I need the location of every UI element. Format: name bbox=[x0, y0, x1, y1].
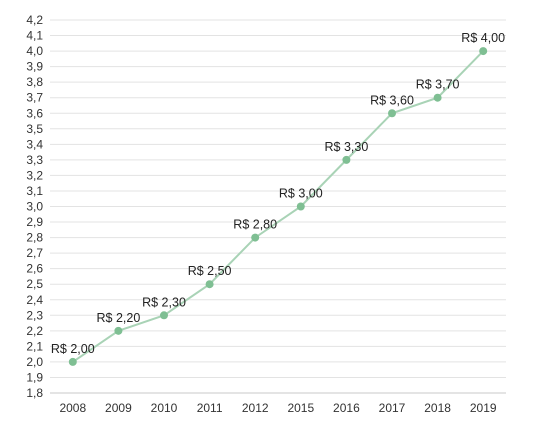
x-tick-label: 2008 bbox=[59, 401, 86, 415]
y-tick-label: 2,0 bbox=[26, 355, 43, 369]
x-tick-label: 2016 bbox=[333, 401, 360, 415]
series-line bbox=[72, 50, 484, 363]
data-labels: R$ 2,00 R$ 2,20R$ 2,30 R$ 2,50 R$ 2,80 R$ 3,… bbox=[51, 31, 505, 356]
data-point bbox=[251, 233, 260, 242]
data-label: R$ 2,30 bbox=[142, 295, 186, 309]
y-tick-label: 2,6 bbox=[26, 262, 43, 276]
x-tick-label: 2019 bbox=[470, 401, 497, 415]
data-point bbox=[388, 109, 396, 118]
y-tick-label: 3,1 bbox=[26, 184, 43, 198]
y-tick-label: 4,2 bbox=[26, 13, 43, 27]
y-tick-label: 2,9 bbox=[26, 215, 43, 229]
y-tick-label: 3,4 bbox=[26, 137, 43, 151]
x-tick-label: 2012 bbox=[242, 401, 269, 415]
y-tick-label: 3,0 bbox=[26, 200, 43, 214]
y-tick-label: 3,8 bbox=[26, 75, 43, 89]
y-tick-label: 4,0 bbox=[26, 44, 43, 58]
x-tick-label: 2018 bbox=[424, 401, 451, 415]
y-tick-label: 1,8 bbox=[26, 386, 43, 400]
data-label: R$ 3,70 bbox=[416, 78, 460, 92]
data-point bbox=[433, 93, 442, 102]
y-tick-label: 2,4 bbox=[26, 293, 43, 307]
y-tick-label: 2,7 bbox=[26, 246, 43, 260]
x-tick-label: 2017 bbox=[379, 401, 406, 415]
data-point bbox=[68, 357, 77, 366]
data-label: R$ 3,60 bbox=[370, 93, 414, 107]
data-point bbox=[342, 155, 351, 164]
data-label: R$ 2,80 bbox=[233, 218, 277, 232]
data-point bbox=[114, 326, 123, 335]
data-label: R$ 2,20 bbox=[97, 311, 141, 325]
y-tick-label: 2,3 bbox=[26, 308, 43, 322]
y-axis-tick-labels: 1,8 1,92,0 2,12,2 2,32,4 2,52,6 2,72,8 2,93,0 3… bbox=[26, 13, 43, 400]
data-point bbox=[479, 47, 488, 56]
y-tick-label: 3,9 bbox=[26, 60, 43, 74]
data-label: R$ 2,00 bbox=[51, 342, 95, 356]
y-tick-label: 2,1 bbox=[26, 339, 43, 353]
x-tick-label: 2010 bbox=[151, 401, 178, 415]
data-point bbox=[205, 280, 214, 289]
x-tick-label: 2011 bbox=[197, 401, 223, 415]
data-points bbox=[68, 47, 488, 366]
data-label: R$ 2,50 bbox=[188, 264, 232, 278]
y-tick-label: 2,8 bbox=[26, 231, 43, 245]
data-label: R$ 3,00 bbox=[279, 187, 323, 201]
gridlines bbox=[50, 19, 506, 378]
data-point bbox=[296, 202, 305, 211]
x-tick-label: 2015 bbox=[287, 401, 314, 415]
y-tick-label: 3,3 bbox=[26, 153, 43, 167]
y-tick-label: 3,7 bbox=[26, 91, 43, 105]
x-tick-label: 2009 bbox=[105, 401, 132, 415]
data-point bbox=[160, 311, 168, 320]
y-tick-label: 1,9 bbox=[26, 370, 43, 384]
y-tick-label: 3,5 bbox=[26, 122, 43, 136]
y-tick-label: 2,2 bbox=[26, 324, 43, 338]
y-tick-label: 3,2 bbox=[26, 168, 43, 182]
data-label: R$ 3,30 bbox=[325, 140, 369, 154]
x-axis-tick-labels: 2008 2009 2010 2011 2012 2015 2016 2017 2018 2019 bbox=[59, 401, 496, 415]
y-tick-label: 3,6 bbox=[26, 106, 43, 120]
data-label: R$ 4,00 bbox=[461, 31, 505, 45]
y-tick-label: 4,1 bbox=[26, 29, 43, 43]
y-tick-label: 2,5 bbox=[26, 277, 43, 291]
series-line-group bbox=[72, 50, 484, 363]
